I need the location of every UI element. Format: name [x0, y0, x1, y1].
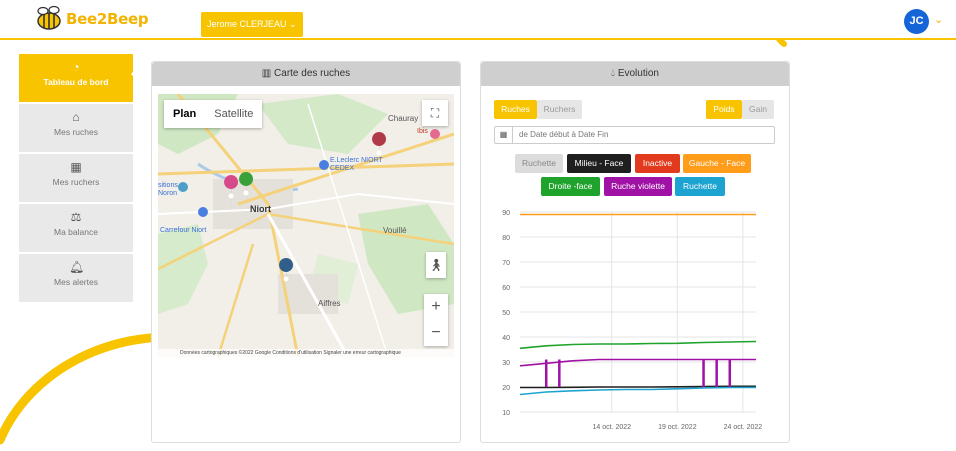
sidebar-item-label: Mes alertes — [54, 277, 98, 287]
logo[interactable]: Bee2Beep — [34, 4, 149, 34]
series-line-droite-face[interactable] — [519, 340, 757, 350]
bee-logo-icon — [37, 5, 61, 30]
y-tick-label: 10 — [502, 410, 510, 417]
map-label-aiffres: Aiffres — [318, 299, 341, 308]
y-tick-label: 40 — [502, 335, 510, 342]
hive-button-ruchette[interactable]: Ruchette — [675, 177, 725, 196]
sidebar-item-alerts[interactable]: 🔔︎ Mes alertes — [19, 254, 133, 302]
scale-icon: ⚖ — [70, 210, 82, 224]
map-label-vouille: Vouillé — [383, 226, 407, 235]
hive-button-milieu-face[interactable]: Milieu - Face — [567, 154, 631, 173]
evolution-panel: 💧︎ Evolution — [480, 61, 790, 443]
map-panel-header: ▥ Carte des ruches — [152, 62, 460, 86]
sidebar-item-scale[interactable]: ⚖ Ma balance — [19, 204, 133, 252]
map-label-carrefour: Carrefour Niort — [160, 227, 207, 234]
map-markers — [178, 129, 440, 292]
sidebar-active-pointer — [131, 64, 141, 84]
building-icon: ▦ — [70, 160, 82, 174]
x-tick-label: 14 oct. 2022 — [593, 424, 632, 431]
map-label-noron: sitions Noron — [158, 182, 178, 197]
map-label-ibis: Ibis — [417, 128, 428, 135]
date-range-placeholder: de Date début à Date Fin — [519, 130, 609, 139]
zoom-in-icon[interactable]: + — [431, 298, 441, 315]
map-tab-satellite[interactable]: Satellite — [214, 108, 254, 120]
home-icon: ⌂ — [72, 110, 80, 124]
toggle-hives[interactable]: Ruches — [494, 100, 537, 119]
logo-text: Bee2Beep — [66, 10, 149, 28]
hotel-icon — [430, 129, 440, 139]
hive-button-droite-face[interactable]: Droite -face — [541, 177, 600, 196]
fullscreen-icon[interactable]: ⛶ — [422, 100, 448, 126]
shop-icon — [198, 207, 208, 217]
hive-button-ruche-violette[interactable]: Ruche violette — [604, 177, 672, 196]
chevron-down-icon[interactable]: ⌄ — [934, 14, 944, 26]
map-background — [158, 94, 454, 357]
map-label-niort: Niort — [250, 204, 271, 214]
map-label-leclerc: E.Leclerc NIORT CEDEX — [330, 157, 383, 172]
hive-marker-red[interactable] — [372, 132, 387, 166]
x-tick-label: 24 oct. 2022 — [724, 424, 763, 431]
y-tick-label: 20 — [502, 385, 510, 392]
bell-icon: 🔔︎ — [69, 260, 85, 274]
zoom-out-icon[interactable]: − — [431, 324, 441, 341]
weight-chart[interactable]: 10 20 30 40 50 60 70 80 90 14 oct. 2022 19 oct. 20… — [494, 200, 775, 438]
sidebar-item-label: Mes ruches — [54, 127, 98, 137]
avatar[interactable]: JC — [904, 9, 929, 34]
y-tick-label: 30 — [502, 360, 510, 367]
x-tick-label: 19 oct. 2022 — [658, 424, 697, 431]
y-tick-label: 80 — [502, 235, 510, 242]
y-tick-label: 60 — [502, 285, 510, 292]
user-dropdown-label: Jerome CLERJEAU — [207, 19, 287, 29]
map-type-tabs: Plan Satellite — [164, 100, 263, 128]
map-tab-plan[interactable]: Plan — [173, 108, 197, 120]
sidebar-item-hives[interactable]: ⌂ Mes ruches — [19, 104, 133, 152]
evolution-panel-header: 💧︎ Evolution — [481, 62, 789, 86]
chevron-down-icon: ⌄ — [289, 19, 297, 29]
drop-icon: 💧︎ — [611, 68, 618, 79]
hive-button-inactive[interactable]: Inactive — [635, 154, 680, 173]
sidebar-item-label: Tableau de bord — [43, 77, 109, 87]
y-tick-label: 70 — [502, 260, 510, 267]
street-view-icon[interactable]: 🚶︎ — [426, 252, 446, 278]
evolution-panel-title: Evolution — [617, 68, 659, 79]
series-line-ruchette[interactable] — [519, 386, 756, 396]
y-tick-label: 50 — [502, 310, 510, 317]
series-line-ruche-violette[interactable] — [519, 358, 756, 367]
hive-marker-green[interactable] — [239, 172, 254, 206]
top-header: Bee2Beep Jerome CLERJEAU ⌄ JC ⌄ — [0, 0, 956, 40]
y-tick-label: 90 — [502, 210, 510, 217]
sidebar-item-dashboard[interactable]: ◔ Tableau de bord — [19, 54, 133, 102]
map-view[interactable]: Plan Satellite ⛶ 🚶︎ + − Chauray Niort E.… — [158, 94, 454, 357]
map-icon: ▥ — [261, 68, 275, 79]
hive-marker-blue[interactable] — [279, 258, 294, 292]
zoom-controls: + − — [424, 294, 448, 346]
user-dropdown[interactable]: Jerome CLERJEAU ⌄ — [201, 12, 303, 37]
shop-icon — [319, 160, 329, 170]
venue-icon — [178, 182, 188, 192]
toggle-gain[interactable]: Gain — [742, 100, 774, 119]
map-label-chauray: Chauray — [388, 114, 419, 123]
hive-button-gauche-face[interactable]: Gauche - Face — [683, 154, 751, 173]
dashboard-icon: ◔ — [72, 60, 80, 74]
sidebar-item-label: Mes ruchers — [52, 177, 100, 187]
sidebar-item-apiaries[interactable]: ▦ Mes ruchers — [19, 154, 133, 202]
map-panel-title: Carte des ruches — [274, 68, 351, 79]
toggle-apiaries[interactable]: Ruchers — [537, 100, 582, 119]
hive-button-ruchette-inactive[interactable]: Ruchette — [515, 154, 563, 173]
date-range-input[interactable]: ▦ de Date début à Date Fin — [494, 126, 775, 144]
toggle-weight[interactable]: Poids — [706, 100, 742, 119]
calendar-icon: ▦ — [495, 127, 513, 143]
sidebar-item-label: Ma balance — [54, 227, 98, 237]
map-credit[interactable]: Données cartographiques ©2022 Google Con… — [158, 349, 454, 357]
hive-marker-pink[interactable] — [224, 175, 239, 209]
